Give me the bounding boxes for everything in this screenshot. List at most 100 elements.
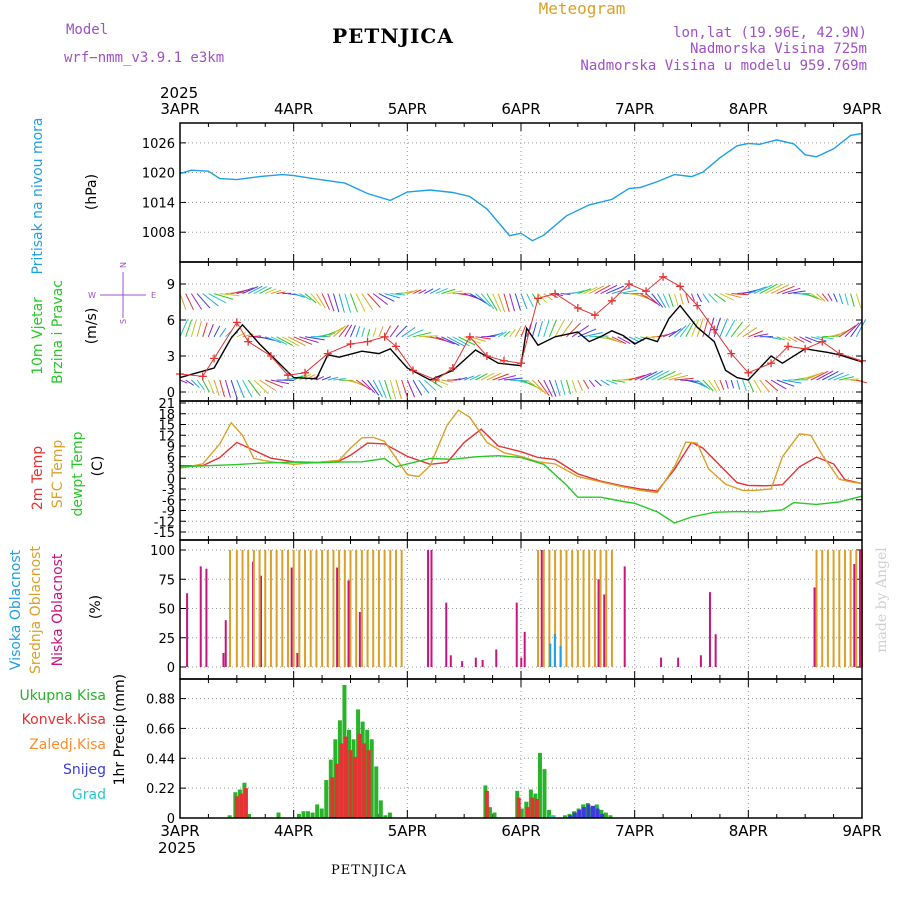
wind-barb (782, 379, 802, 384)
coords-text: lon,lat (19.96E, 42.9N) (673, 25, 867, 41)
bar-konvek-kisa (348, 750, 353, 818)
bar-niska-oblacnost (290, 567, 293, 667)
panel-wind: 0 3 6 9 (167, 261, 867, 402)
wind-barb (259, 336, 275, 342)
wind-barb (537, 379, 550, 397)
wind-barb (492, 332, 504, 338)
wind-barb (770, 379, 787, 390)
wind-barb (787, 336, 798, 343)
bar-srednja-oblacnost (548, 550, 551, 667)
bar-srednja-oblacnost (269, 550, 272, 667)
wind-barb (844, 322, 860, 338)
bar-srednja-oblacnost (826, 550, 829, 667)
bar-srednja-oblacnost (815, 550, 818, 667)
wind-barb (480, 372, 495, 381)
gust-marker (590, 311, 599, 320)
wind-barb (543, 293, 553, 301)
wind-barb (691, 319, 700, 337)
wind-barb (191, 379, 200, 389)
wind-barb (640, 371, 658, 381)
wind-barb (679, 293, 684, 305)
yunit-cloud: (%) (88, 595, 104, 619)
bar-konvek-kisa (484, 790, 489, 818)
bar-snijeg (586, 804, 591, 818)
wind-barb (765, 283, 784, 295)
wind-barb (651, 293, 664, 308)
wind-barb (315, 293, 326, 309)
wind-barb (378, 293, 395, 302)
bar-niska-oblacnost (813, 587, 816, 667)
bar-ukupna-kisa (374, 766, 379, 818)
wind-barb (190, 320, 197, 337)
gust-marker (693, 301, 702, 310)
bar-niska-oblacnost (597, 579, 600, 667)
y-tick-label: -6 (162, 494, 175, 509)
wind-barb (679, 322, 691, 338)
wind-barb (236, 287, 254, 295)
y-tick-label: 1026 (142, 137, 175, 152)
y-tick-label: 0.88 (146, 693, 175, 708)
wind-barb (372, 293, 388, 306)
wind-barb (606, 285, 625, 295)
wind-barb (265, 379, 284, 388)
wind-barb (282, 336, 300, 347)
wind-barb (850, 293, 855, 307)
wind-barb (503, 330, 511, 338)
gust-marker (659, 272, 668, 281)
wind-barb (503, 293, 510, 312)
wind-barb (759, 283, 778, 295)
wind-barb (719, 318, 728, 337)
wind-barb (207, 379, 215, 395)
bar-ukupna-kisa (246, 813, 251, 818)
bar-niska-oblacnost (430, 550, 433, 667)
wind-barb (310, 293, 322, 306)
bar-ukupna-kisa (387, 812, 392, 818)
wind-barb (844, 378, 859, 381)
bar-konvek-kisa (357, 733, 362, 818)
wind-barb (770, 284, 789, 295)
ylabel-sfc: SFC Temp (50, 440, 66, 509)
wind-barb (543, 320, 550, 337)
bar-snijeg (590, 805, 595, 818)
wind-barb (316, 375, 325, 381)
y-tick-label: 0.66 (146, 722, 175, 737)
wind-barb (838, 325, 856, 338)
x-axis-top: 3APR 4APR 5APR 6APR 7APR 8APR 9APR (160, 100, 881, 118)
y-tick-label: 9 (167, 440, 175, 455)
bar-niska-oblacnost (520, 657, 523, 667)
bar-ukupna-kisa (537, 752, 542, 818)
wind-barb (725, 379, 729, 389)
gust-marker (431, 376, 440, 384)
wind-barb (202, 322, 208, 337)
bar-srednja-oblacnost (849, 550, 852, 667)
wind-barb (350, 293, 358, 313)
wind-barb (213, 325, 221, 338)
x-label-top: 4APR (274, 100, 313, 118)
wind-barb (628, 374, 646, 381)
wind-barb (321, 376, 331, 381)
wind-barb (179, 379, 188, 384)
wind-barb (696, 318, 704, 337)
y-tick-label: 0 (167, 386, 175, 401)
bar-niska-oblacnost (660, 657, 663, 667)
x-label-top: 3APR (160, 100, 199, 118)
wind-barb (219, 327, 227, 338)
wind-barb (554, 379, 561, 397)
wind-barb (748, 330, 764, 338)
wind-barb (208, 293, 227, 304)
gust-marker (801, 344, 810, 353)
bar-grad (549, 815, 554, 818)
bar-srednja-oblacnost (360, 550, 363, 667)
wind-barb (384, 293, 401, 299)
wind-barb (332, 293, 340, 313)
gust-marker (283, 371, 292, 380)
wind-barb (782, 336, 791, 342)
bar-niska-oblacnost (336, 567, 339, 667)
wind-barb (361, 293, 374, 311)
bar-srednja-oblacnost (264, 550, 267, 667)
bar-niska-oblacnost (222, 652, 225, 667)
wind-barb (611, 336, 627, 345)
bar-konvek-kisa (362, 743, 367, 818)
wind-barb (543, 379, 553, 397)
wind-barb (299, 293, 312, 301)
